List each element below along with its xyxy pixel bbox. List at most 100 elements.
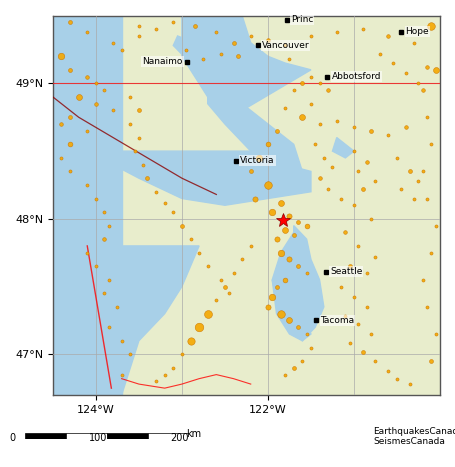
Polygon shape [173, 36, 233, 84]
Point [126, 120, 134, 128]
Point [393, 375, 400, 382]
Point [342, 312, 349, 320]
Point [277, 310, 284, 318]
Polygon shape [272, 280, 311, 341]
Bar [25, 433, 66, 439]
Point [140, 161, 147, 169]
Point [92, 195, 100, 202]
Point [410, 39, 418, 47]
Point [346, 340, 353, 347]
Point [247, 242, 254, 250]
Point [92, 262, 100, 270]
Bar [148, 433, 189, 439]
Point [428, 23, 435, 30]
Point [251, 195, 258, 202]
Point [303, 269, 310, 277]
Point [307, 73, 314, 80]
Point [217, 50, 224, 57]
Point [282, 226, 289, 234]
Point [372, 253, 379, 261]
Point [247, 168, 254, 175]
Point [101, 290, 108, 297]
Point [268, 294, 276, 301]
Point [264, 303, 272, 311]
Point [290, 86, 298, 94]
Point [170, 19, 177, 26]
Polygon shape [53, 246, 199, 395]
Text: Vancouver: Vancouver [262, 41, 309, 50]
Point [84, 249, 91, 256]
Point [66, 66, 74, 74]
Point [359, 185, 366, 193]
Point [178, 222, 186, 229]
Point [432, 330, 440, 338]
Text: Abbotsford: Abbotsford [332, 72, 381, 81]
Point [256, 154, 263, 162]
Bar [107, 433, 148, 439]
Point [264, 141, 272, 148]
Point [338, 195, 345, 202]
Point [350, 202, 358, 209]
Point [419, 86, 426, 94]
Point [101, 208, 108, 216]
Point [114, 303, 121, 311]
Point [282, 371, 289, 378]
Point [144, 175, 151, 182]
Point [170, 208, 177, 216]
Point [333, 28, 340, 35]
Polygon shape [208, 90, 302, 185]
Bar [53, 16, 121, 395]
Point [346, 262, 353, 270]
Point [105, 276, 112, 283]
Text: Seattle: Seattle [330, 267, 362, 276]
Point [363, 158, 370, 166]
Point [372, 357, 379, 365]
Polygon shape [113, 151, 311, 205]
Point [428, 357, 435, 365]
Point [363, 303, 370, 311]
Point [290, 364, 298, 372]
Point [402, 123, 409, 130]
Point [415, 80, 422, 87]
Text: Hope: Hope [405, 28, 429, 36]
Point [372, 177, 379, 184]
Text: 100: 100 [89, 433, 107, 443]
Point [131, 148, 138, 155]
Point [105, 222, 112, 229]
Point [385, 367, 392, 374]
Point [432, 222, 440, 229]
Point [118, 337, 125, 345]
Point [212, 297, 220, 304]
Point [286, 317, 293, 324]
Point [187, 337, 194, 345]
Point [230, 269, 237, 277]
Point [428, 249, 435, 256]
Point [316, 175, 323, 182]
Point [354, 168, 362, 175]
Point [389, 59, 396, 67]
Point [152, 26, 160, 33]
Point [316, 80, 323, 87]
Point [277, 199, 284, 206]
Text: km: km [187, 429, 202, 439]
Point [432, 66, 440, 74]
Point [126, 351, 134, 358]
Point [187, 235, 194, 243]
Point [264, 36, 272, 44]
Point [307, 32, 314, 40]
Point [282, 42, 289, 49]
Polygon shape [272, 226, 324, 341]
Point [424, 195, 431, 202]
Point [294, 262, 302, 270]
Point [359, 348, 366, 355]
Point [424, 303, 431, 311]
Point [298, 357, 306, 365]
Point [424, 113, 431, 121]
Point [66, 168, 74, 175]
Point [101, 86, 108, 94]
Point [277, 249, 284, 256]
Point [286, 212, 293, 220]
Point [376, 50, 384, 57]
Point [66, 19, 74, 26]
Text: 200: 200 [171, 433, 189, 443]
